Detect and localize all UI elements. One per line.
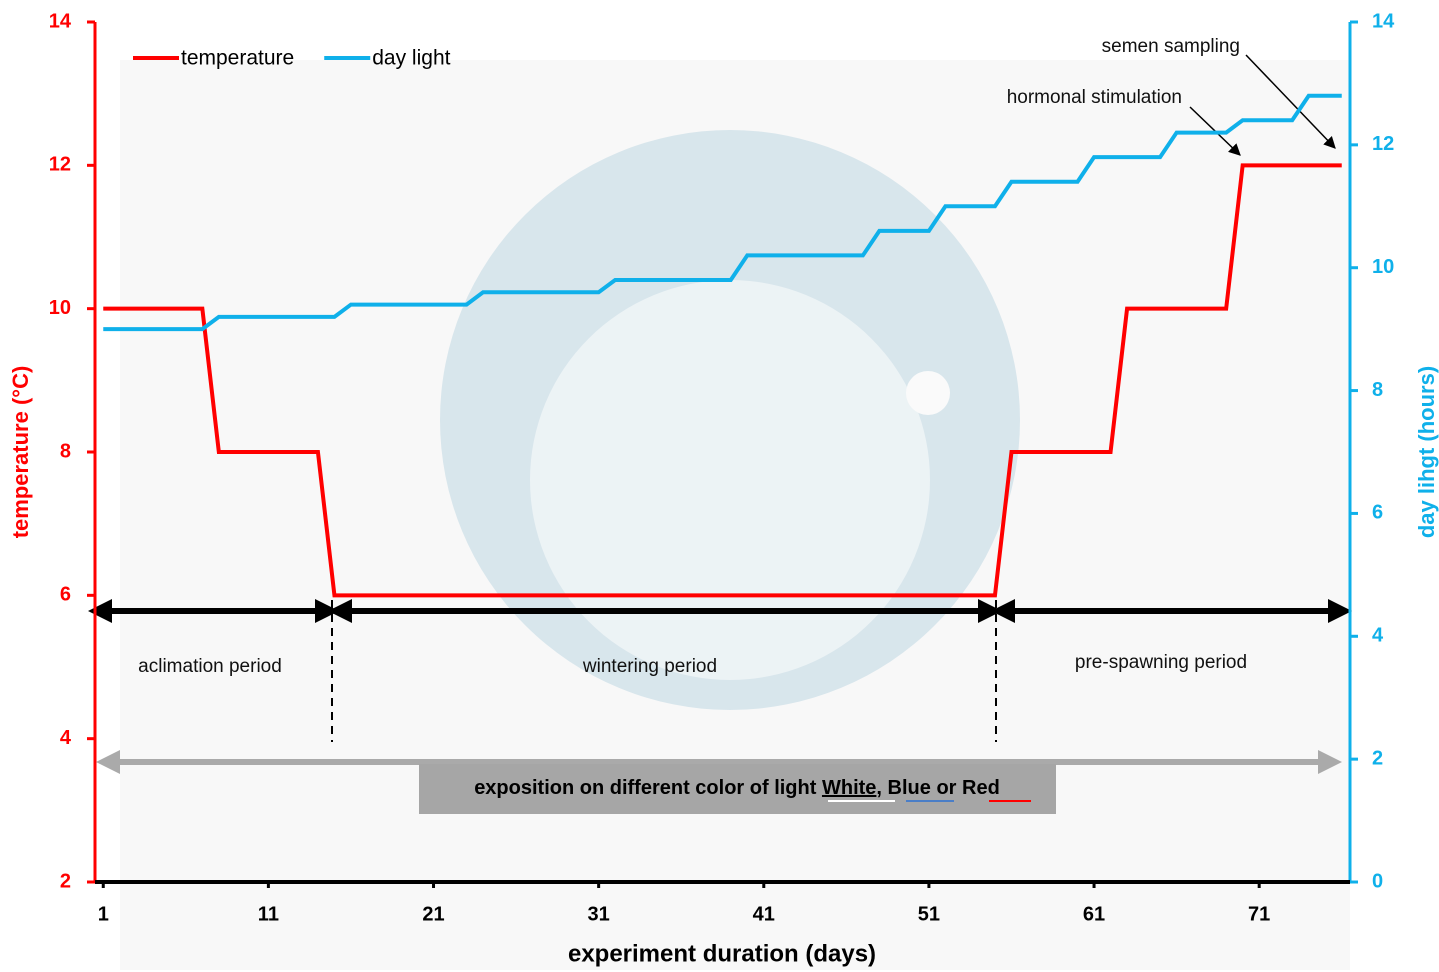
y-tick-label: 2	[60, 870, 71, 892]
y2-tick-label: 14	[1372, 10, 1395, 32]
exposition-color: Red	[962, 777, 1000, 799]
exposition-text: or	[936, 777, 956, 799]
x-tick-label: 41	[753, 903, 775, 925]
y-axis-title: temperature (°C)	[8, 366, 33, 539]
y2-tick-label: 10	[1372, 256, 1394, 278]
exposition-text: ,	[876, 777, 882, 799]
chart: aclimation period wintering period pre-s…	[0, 0, 1439, 972]
x-tick-label: 11	[258, 903, 279, 925]
annotation: hormonal stimulation	[1007, 87, 1182, 108]
annotation: semen sampling	[1102, 36, 1240, 57]
y-tick-label: 8	[60, 440, 71, 462]
y2-tick-label: 8	[1372, 379, 1383, 401]
watermark	[440, 130, 1020, 710]
exposition-color: Blue	[888, 777, 931, 799]
exposition-label: exposition on different color of light W…	[474, 777, 1000, 799]
x-tick-label: 51	[918, 903, 940, 925]
y2-tick-label: 12	[1372, 133, 1394, 155]
legend-label: day light	[372, 47, 450, 70]
y2-axis-title: day lihgt (hours)	[1414, 366, 1439, 538]
y2-tick-label: 2	[1372, 747, 1383, 769]
y2-tick-label: 0	[1372, 870, 1383, 892]
y-tick-label: 14	[49, 10, 72, 32]
period-label: aclimation period	[138, 656, 282, 677]
page: {"chart_data": {"type": "line", "xlabel"…	[0, 0, 1439, 972]
exposition-color: White	[822, 777, 876, 799]
period-label: pre-spawning period	[1075, 652, 1247, 673]
legend-label: temperature	[181, 47, 294, 70]
y-tick-label: 6	[60, 584, 71, 606]
y2-tick-label: 6	[1372, 502, 1383, 524]
x-tick-label: 31	[588, 903, 610, 925]
y-tick-label: 4	[60, 727, 72, 749]
x-tick-label: 21	[422, 903, 444, 925]
exposition-text: exposition on different color of light	[474, 777, 817, 799]
x-tick-label: 71	[1248, 903, 1270, 925]
y-tick-label: 12	[49, 154, 71, 176]
y-tick-label: 10	[49, 297, 71, 319]
x-tick-label: 61	[1083, 903, 1105, 925]
period-label: wintering period	[582, 656, 717, 677]
x-axis-title: experiment duration (days)	[568, 940, 876, 967]
y2-tick-label: 4	[1372, 625, 1384, 647]
x-tick-label: 1	[98, 903, 109, 925]
